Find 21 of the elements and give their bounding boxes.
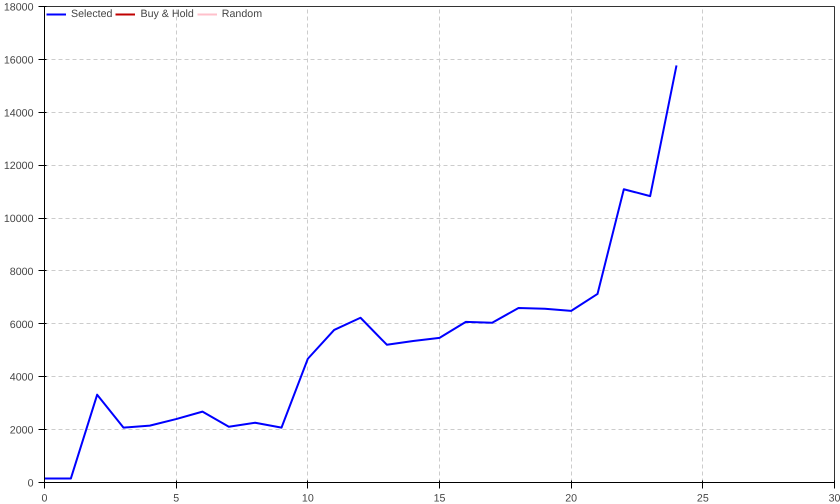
x-tick-label: 5 <box>173 492 180 504</box>
line-series <box>44 64 678 480</box>
y-tick-label: 14000 <box>4 107 34 120</box>
y-tick-label: 6000 <box>10 318 34 331</box>
x-tick-label: 10 <box>302 492 314 504</box>
x-tick-label: 20 <box>565 492 578 504</box>
y-tick-label: 10000 <box>4 213 34 226</box>
legend-label: Selected <box>71 8 112 20</box>
y-tick-label: 2000 <box>10 424 34 437</box>
y-tick-label: 8000 <box>10 266 34 278</box>
y-tick-label: 0 <box>28 478 34 490</box>
x-tick-label: 15 <box>434 492 446 504</box>
y-tick-label: 4000 <box>10 372 34 384</box>
x-tick-label: 0 <box>42 492 48 504</box>
y-tick-label: 12000 <box>4 160 34 172</box>
x-tick-label: 25 <box>696 492 709 504</box>
y-tick-label: 16000 <box>4 54 34 66</box>
legend-label: Random <box>222 8 262 20</box>
x-tick-label: 30 <box>828 492 840 504</box>
legend-label: Buy & Hold <box>140 8 194 20</box>
y-tick-label: 18000 <box>4 2 34 14</box>
